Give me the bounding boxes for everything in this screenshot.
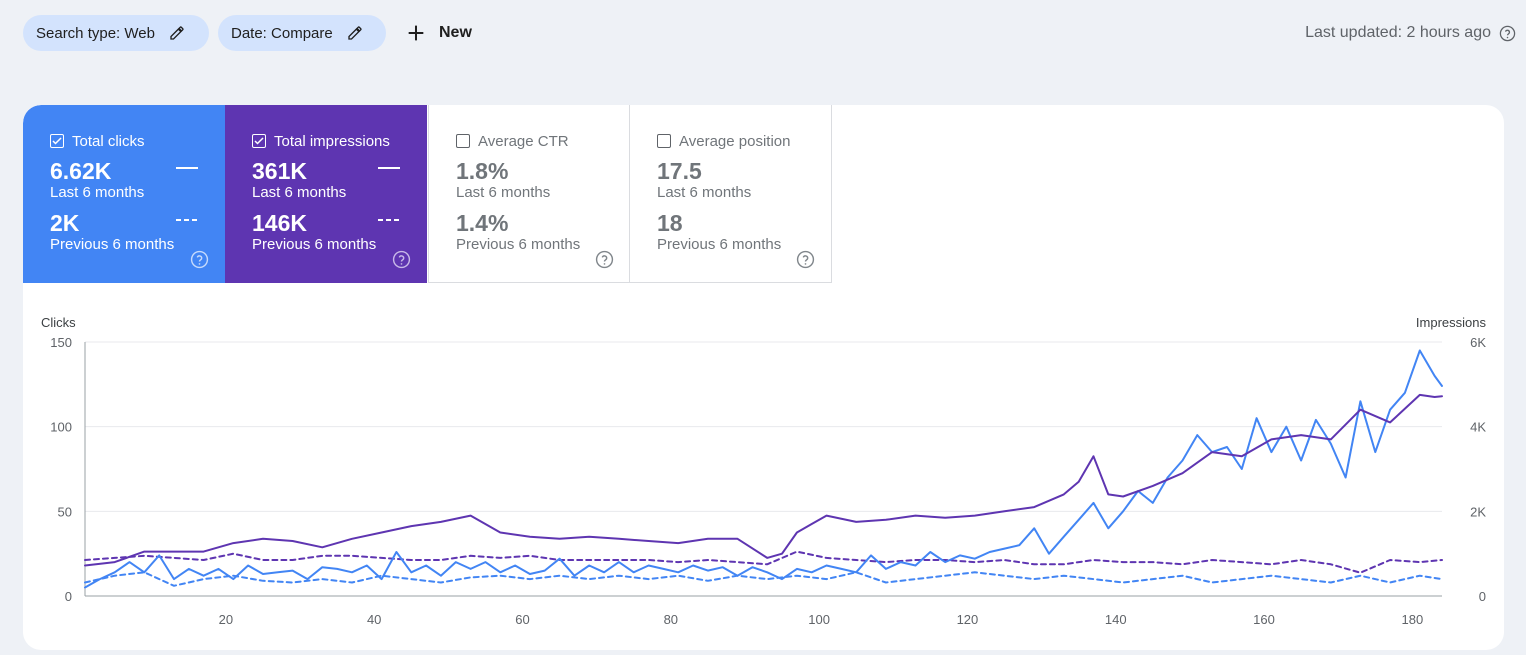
y-left-tick-label: 100 [50, 420, 72, 435]
y-right-tick-label: 2K [1470, 504, 1486, 519]
help-icon[interactable] [1499, 25, 1516, 42]
metric-prev-value: 2K [50, 210, 80, 236]
x-tick-label: 120 [957, 612, 979, 627]
metric-label: Average CTR [478, 132, 569, 150]
metric-total-impressions[interactable]: Total impressions 361K Last 6 months 146… [225, 105, 427, 283]
metric-prev-value: 18 [657, 210, 683, 236]
legend-solid-line [176, 167, 198, 169]
metric-value: 361K [252, 158, 307, 184]
plus-icon [408, 25, 424, 41]
metric-prev-period: Previous 6 months [50, 236, 175, 253]
y-right-axis-title: Impressions [1416, 315, 1487, 330]
chart-svg: 0 0 50 2K 100 4K 150 6K 20 40 60 80 100 120 140 160 180 C… [41, 315, 1487, 627]
metric-average-ctr[interactable]: Average CTR 1.8% Last 6 months 1.4% Prev… [428, 105, 630, 283]
y-right-tick-label: 4K [1470, 420, 1486, 435]
metric-label: Total impressions [274, 132, 390, 150]
checkbox-checked-icon[interactable] [252, 134, 266, 148]
metric-period: Last 6 months [50, 184, 145, 201]
metric-total-clicks[interactable]: Total clicks 6.62K Last 6 months 2K Prev… [23, 105, 225, 283]
x-tick-label: 60 [515, 612, 529, 627]
last-updated-text: Last updated: 2 hours ago [1305, 24, 1491, 41]
metric-prev-value: 146K [252, 210, 307, 236]
search-type-filter[interactable]: Search type: Web [23, 15, 209, 51]
metric-label: Total clicks [72, 132, 145, 150]
performance-card: Total clicks 6.62K Last 6 months 2K Prev… [23, 105, 1504, 650]
y-left-tick-label: 0 [65, 589, 72, 604]
date-filter[interactable]: Date: Compare [218, 15, 386, 51]
legend-dashed-line [378, 219, 400, 221]
metric-prev-period: Previous 6 months [657, 236, 782, 253]
date-label: Date: Compare [231, 24, 333, 42]
y-left-tick-label: 50 [58, 504, 72, 519]
series-line-total-clicks [84, 349, 1443, 589]
metric-prev-period: Previous 6 months [252, 236, 377, 253]
x-tick-label: 180 [1401, 612, 1423, 627]
search-type-label: Search type: Web [36, 24, 155, 42]
x-tick-label: 100 [808, 612, 830, 627]
checkbox-unchecked-icon[interactable] [456, 134, 470, 148]
metric-period: Last 6 months [252, 184, 347, 201]
y-right-tick-label: 0 [1479, 589, 1486, 604]
metric-average-position[interactable]: Average position 17.5 Last 6 months 18 P… [630, 105, 832, 283]
metric-value: 6.62K [50, 158, 112, 184]
performance-chart[interactable]: 0 0 50 2K 100 4K 150 6K 20 40 60 80 100 120 140 160 180 C… [23, 283, 1504, 650]
x-tick-label: 20 [219, 612, 233, 627]
series-line-previous-clicks [84, 571, 1443, 587]
metric-value: 1.8% [456, 158, 509, 184]
metric-label: Average position [679, 132, 791, 150]
y-right-tick-label: 6K [1470, 335, 1486, 350]
metric-period: Last 6 months [456, 184, 551, 201]
y-left-axis-title: Clicks [41, 315, 76, 330]
checkbox-checked-icon[interactable] [50, 134, 64, 148]
series-line-previous-impressions [84, 550, 1443, 574]
help-icon[interactable] [392, 250, 411, 269]
x-tick-label: 40 [367, 612, 381, 627]
new-filter-button[interactable]: New [405, 15, 472, 51]
edit-icon [348, 26, 362, 40]
edit-icon [170, 26, 184, 40]
checkbox-unchecked-icon[interactable] [657, 134, 671, 148]
x-tick-label: 160 [1253, 612, 1275, 627]
help-icon[interactable] [796, 250, 815, 269]
help-icon[interactable] [595, 250, 614, 269]
x-tick-label: 140 [1105, 612, 1127, 627]
new-label: New [439, 24, 472, 41]
metric-period: Last 6 months [657, 184, 752, 201]
metric-prev-period: Previous 6 months [456, 236, 581, 253]
metric-prev-value: 1.4% [456, 210, 509, 236]
x-tick-label: 80 [664, 612, 678, 627]
help-icon[interactable] [190, 250, 209, 269]
y-left-tick-label: 150 [50, 335, 72, 350]
last-updated: Last updated: 2 hours ago [1305, 15, 1516, 51]
legend-dashed-line [176, 219, 198, 221]
series-line-total-impressions [84, 393, 1443, 567]
legend-solid-line [378, 167, 400, 169]
metric-value: 17.5 [657, 158, 702, 184]
